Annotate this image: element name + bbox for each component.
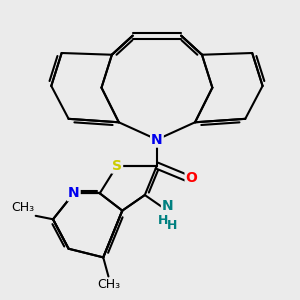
Text: N: N xyxy=(161,200,173,214)
Text: N: N xyxy=(151,133,163,147)
Text: S: S xyxy=(112,159,122,172)
Text: CH₃: CH₃ xyxy=(97,278,120,291)
Text: O: O xyxy=(186,171,197,185)
Text: H: H xyxy=(158,214,168,227)
Text: CH₃: CH₃ xyxy=(11,201,34,214)
Text: H: H xyxy=(167,219,177,232)
Text: N: N xyxy=(68,186,80,200)
